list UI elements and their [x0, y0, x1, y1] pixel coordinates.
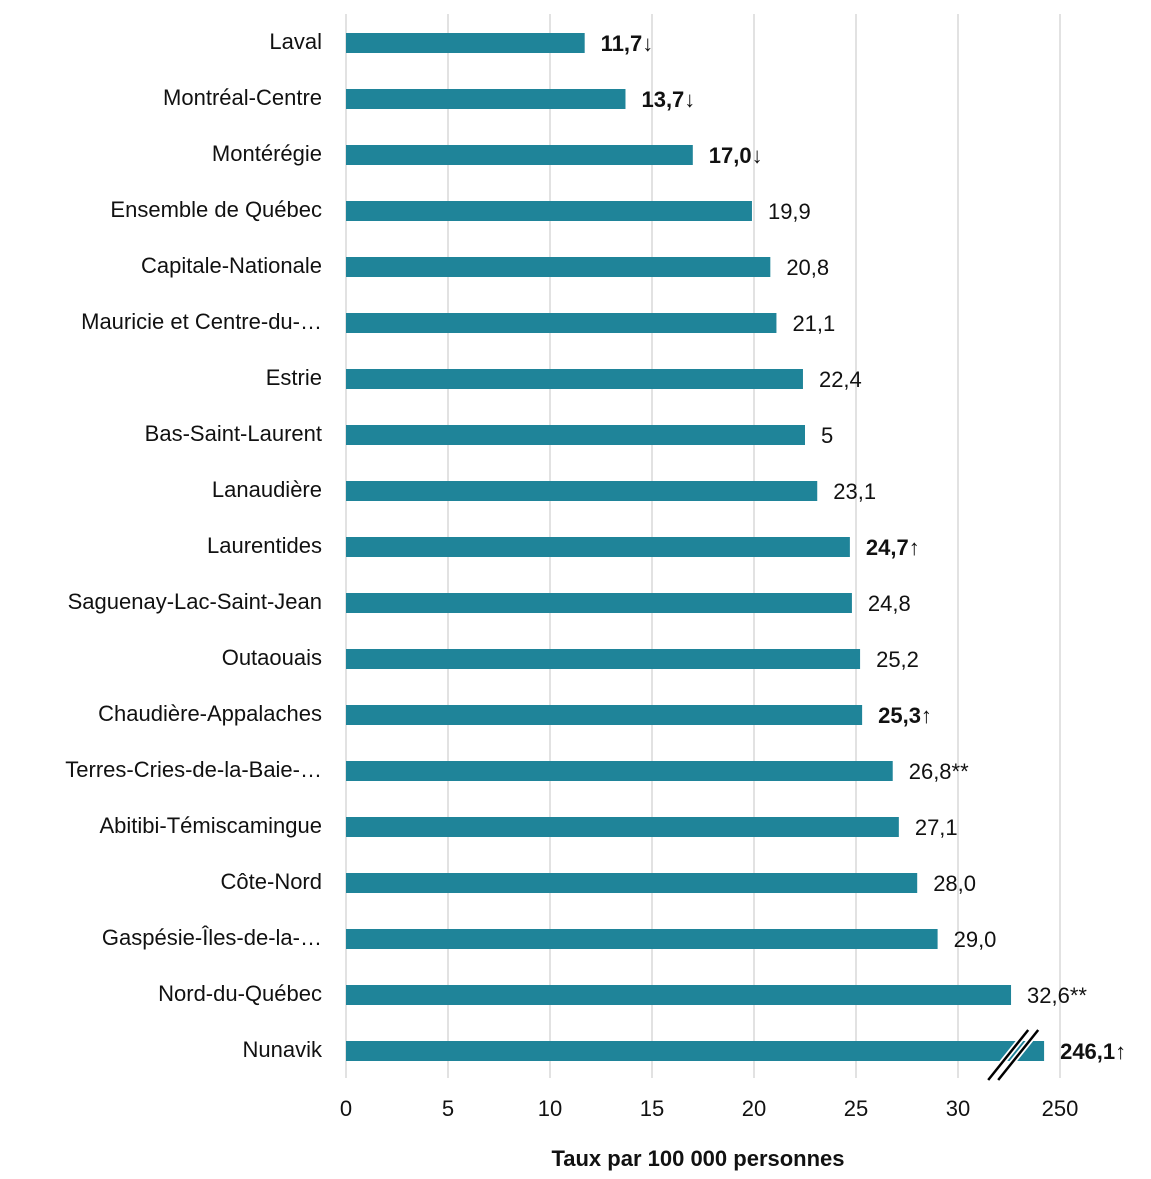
y-tick-label: Nord-du-Québec	[158, 981, 322, 1006]
x-tick-label: 15	[640, 1096, 664, 1121]
bar	[346, 369, 803, 389]
x-tick-label: 250	[1042, 1096, 1079, 1121]
x-tick-label: 0	[340, 1096, 352, 1121]
y-tick-label: Lanaudière	[212, 477, 322, 502]
value-label: 17,0↓	[709, 143, 763, 168]
bar	[346, 649, 861, 669]
y-tick-label: Terres-Cries-de-la-Baie-…	[65, 757, 322, 782]
bar	[346, 145, 693, 165]
y-tick-label: Nunavik	[243, 1037, 323, 1062]
x-tick-label: 30	[946, 1096, 970, 1121]
value-label: 22,4	[819, 367, 862, 392]
x-axis-title: Taux par 100 000 personnes	[551, 1146, 844, 1171]
value-label: 24,8	[868, 591, 911, 616]
value-label: 26,8**	[909, 759, 969, 784]
value-label: 24,7↑	[866, 535, 920, 560]
bar	[346, 593, 852, 613]
bar	[346, 33, 585, 53]
bar	[346, 1041, 1045, 1061]
value-label: 246,1↑	[1060, 1039, 1126, 1064]
value-label: 23,1	[833, 479, 876, 504]
y-tick-label: Bas-Saint-Laurent	[145, 421, 322, 446]
x-tick-label: 25	[844, 1096, 868, 1121]
y-tick-label: Chaudière-Appalaches	[98, 701, 322, 726]
y-tick-label: Outaouais	[222, 645, 322, 670]
bar	[346, 313, 777, 333]
y-tick-label: Montérégie	[212, 141, 322, 166]
value-label: 21,1	[792, 311, 835, 336]
value-label: 19,9	[768, 199, 811, 224]
bar	[346, 817, 899, 837]
y-tick-label: Gaspésie-Îles-de-la-…	[102, 925, 322, 950]
bar	[346, 929, 938, 949]
x-tick-label: 20	[742, 1096, 766, 1121]
y-tick-label: Estrie	[266, 365, 322, 390]
axis-break	[997, 1029, 1040, 1081]
y-tick-label: Saguenay-Lac-Saint-Jean	[68, 589, 322, 614]
bar	[346, 201, 752, 221]
value-label: 27,1	[915, 815, 958, 840]
value-label: 13,7↓	[641, 87, 695, 112]
y-tick-label: Abitibi-Témiscamingue	[99, 813, 322, 838]
value-label: 11,7↓	[601, 31, 654, 56]
value-label: 5	[821, 423, 833, 448]
y-tick-label: Laval	[269, 29, 322, 54]
value-label: 32,6**	[1027, 983, 1087, 1008]
value-label: 28,0	[933, 871, 976, 896]
bar	[346, 89, 626, 109]
bar	[346, 257, 771, 277]
y-tick-label: Ensemble de Québec	[110, 197, 322, 222]
bar	[346, 537, 850, 557]
axis-break	[987, 1029, 1030, 1081]
x-tick-label: 5	[442, 1096, 454, 1121]
bar	[346, 985, 1012, 1005]
y-tick-label: Capitale-Nationale	[141, 253, 322, 278]
value-label: 20,8	[786, 255, 829, 280]
y-tick-label: Laurentides	[207, 533, 322, 558]
y-tick-label: Côte-Nord	[221, 869, 322, 894]
value-label: 29,0	[954, 927, 997, 952]
bar	[346, 873, 918, 893]
y-tick-label: Mauricie et Centre-du-…	[81, 309, 322, 334]
bar	[346, 481, 818, 501]
bar	[346, 761, 893, 781]
value-label: 25,3↑	[878, 703, 932, 728]
bar	[346, 425, 805, 445]
value-label: 25,2	[876, 647, 919, 672]
bar	[346, 705, 863, 725]
x-tick-label: 10	[538, 1096, 562, 1121]
y-tick-label: Montréal-Centre	[163, 85, 322, 110]
